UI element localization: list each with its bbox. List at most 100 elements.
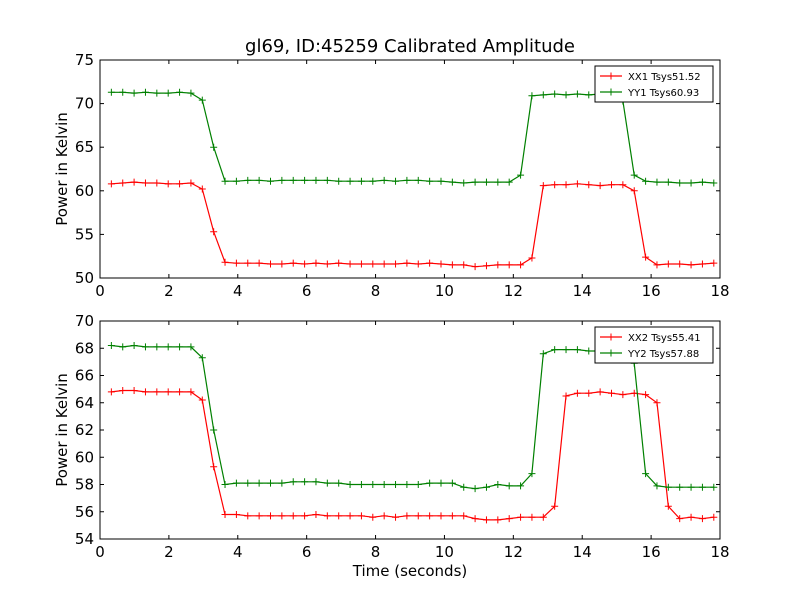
top-y-tick-label: 70 xyxy=(75,95,94,113)
top-data-point xyxy=(687,179,695,187)
bottom-data-point xyxy=(141,388,149,396)
top-y-tick-label: 75 xyxy=(75,51,94,69)
top-data-point xyxy=(221,177,229,185)
top-data-point xyxy=(210,228,218,236)
top-data-point xyxy=(448,261,456,269)
bottom-data-point xyxy=(517,513,525,521)
bottom-data-point xyxy=(392,513,400,521)
bottom-data-point xyxy=(608,389,615,397)
bottom-data-point xyxy=(210,426,218,434)
bottom-data-point xyxy=(676,515,684,523)
top-legend-box xyxy=(594,65,714,103)
top-data-point xyxy=(107,180,115,188)
bottom-y-axis-label: Power in Kelvin xyxy=(53,373,71,487)
top-panel: Power in Kelvin 0 2 4 6 8 10 12 14 16 18 50 55 60 65 7… xyxy=(53,51,730,300)
top-data-point xyxy=(221,258,229,266)
bottom-data-point xyxy=(357,512,365,520)
top-data-point xyxy=(244,176,252,184)
top-legend: XX1 Tsys51.52 YY1 Tsys60.93 xyxy=(594,65,714,103)
top-data-point xyxy=(187,179,195,187)
bottom-data-point xyxy=(267,512,274,520)
bottom-data-point xyxy=(528,470,536,478)
bottom-data-point xyxy=(119,343,127,351)
top-data-point xyxy=(710,179,718,187)
bottom-data-point xyxy=(210,463,218,471)
bottom-data-point xyxy=(539,350,547,358)
top-data-point xyxy=(312,259,320,267)
bottom-data-point xyxy=(528,513,536,521)
top-data-point xyxy=(517,261,525,269)
bottom-data-point xyxy=(346,512,354,520)
top-data-point xyxy=(255,176,263,184)
top-data-point xyxy=(187,89,195,97)
top-data-point xyxy=(562,91,570,99)
top-y-tick-label: 65 xyxy=(75,138,94,156)
bottom-data-point xyxy=(232,479,240,487)
bottom-data-point xyxy=(482,483,490,491)
top-legend-marker xyxy=(607,88,615,96)
top-data-point xyxy=(505,178,513,186)
bottom-data-point xyxy=(698,515,706,523)
bottom-y-tick-label: 68 xyxy=(75,339,94,357)
top-data-point xyxy=(437,177,445,185)
top-data-point xyxy=(301,260,309,268)
bottom-data-point xyxy=(289,512,297,520)
bottom-data-point xyxy=(448,479,456,487)
bottom-data-point xyxy=(448,512,456,520)
top-data-point xyxy=(642,253,650,261)
top-data-point xyxy=(346,260,354,268)
top-data-point xyxy=(551,181,559,189)
top-data-point xyxy=(482,262,490,270)
bottom-data-point xyxy=(437,479,445,487)
top-data-point xyxy=(369,177,377,185)
bottom-data-point xyxy=(198,396,206,404)
bottom-data-point xyxy=(687,513,695,521)
bottom-data-point xyxy=(403,481,411,488)
bottom-data-point xyxy=(426,479,434,487)
bottom-data-point xyxy=(642,470,650,478)
bottom-data-point xyxy=(369,513,377,521)
top-data-point xyxy=(346,177,354,185)
top-data-point xyxy=(585,91,593,99)
chart-title: gl69, ID:45259 Calibrated Amplitude xyxy=(245,36,575,57)
bottom-data-point xyxy=(312,478,320,486)
top-data-point xyxy=(585,181,593,189)
bottom-data-point xyxy=(539,513,547,521)
top-data-point xyxy=(107,88,115,96)
bottom-data-point xyxy=(710,483,718,491)
top-x-tick-label: 14 xyxy=(573,282,592,300)
bottom-x-tick-label: 18 xyxy=(710,543,729,561)
top-data-point xyxy=(335,177,343,185)
top-data-point xyxy=(573,90,581,98)
top-data-point xyxy=(176,88,184,96)
top-data-point xyxy=(301,176,309,184)
bottom-data-point xyxy=(153,388,161,396)
bottom-data-point xyxy=(471,485,479,493)
top-x-tick-label: 16 xyxy=(642,282,661,300)
top-x-tick-label: 18 xyxy=(710,282,729,300)
top-data-point xyxy=(164,180,172,188)
top-data-point xyxy=(596,182,604,190)
top-data-point xyxy=(426,259,434,267)
top-x-tick-label: 4 xyxy=(233,282,243,300)
bottom-legend-box xyxy=(594,326,714,364)
top-data-point xyxy=(357,177,365,185)
top-data-point xyxy=(312,176,320,184)
bottom-y-tick-label: 70 xyxy=(75,312,94,330)
bottom-data-point xyxy=(664,502,672,510)
top-data-point xyxy=(562,181,570,189)
bottom-data-point xyxy=(426,512,434,520)
top-data-point xyxy=(323,176,331,184)
bottom-data-point xyxy=(403,512,411,520)
top-data-point xyxy=(471,178,479,186)
bottom-data-point xyxy=(130,342,138,350)
top-data-point xyxy=(392,260,400,268)
top-data-point xyxy=(414,260,422,268)
top-x-tick-label: 10 xyxy=(435,282,454,300)
top-data-point xyxy=(323,260,331,268)
top-data-point xyxy=(198,96,206,104)
bottom-x-tick-label: 6 xyxy=(302,543,312,561)
bottom-data-point xyxy=(289,478,297,486)
top-data-point xyxy=(448,178,456,186)
bottom-data-point xyxy=(414,512,422,520)
